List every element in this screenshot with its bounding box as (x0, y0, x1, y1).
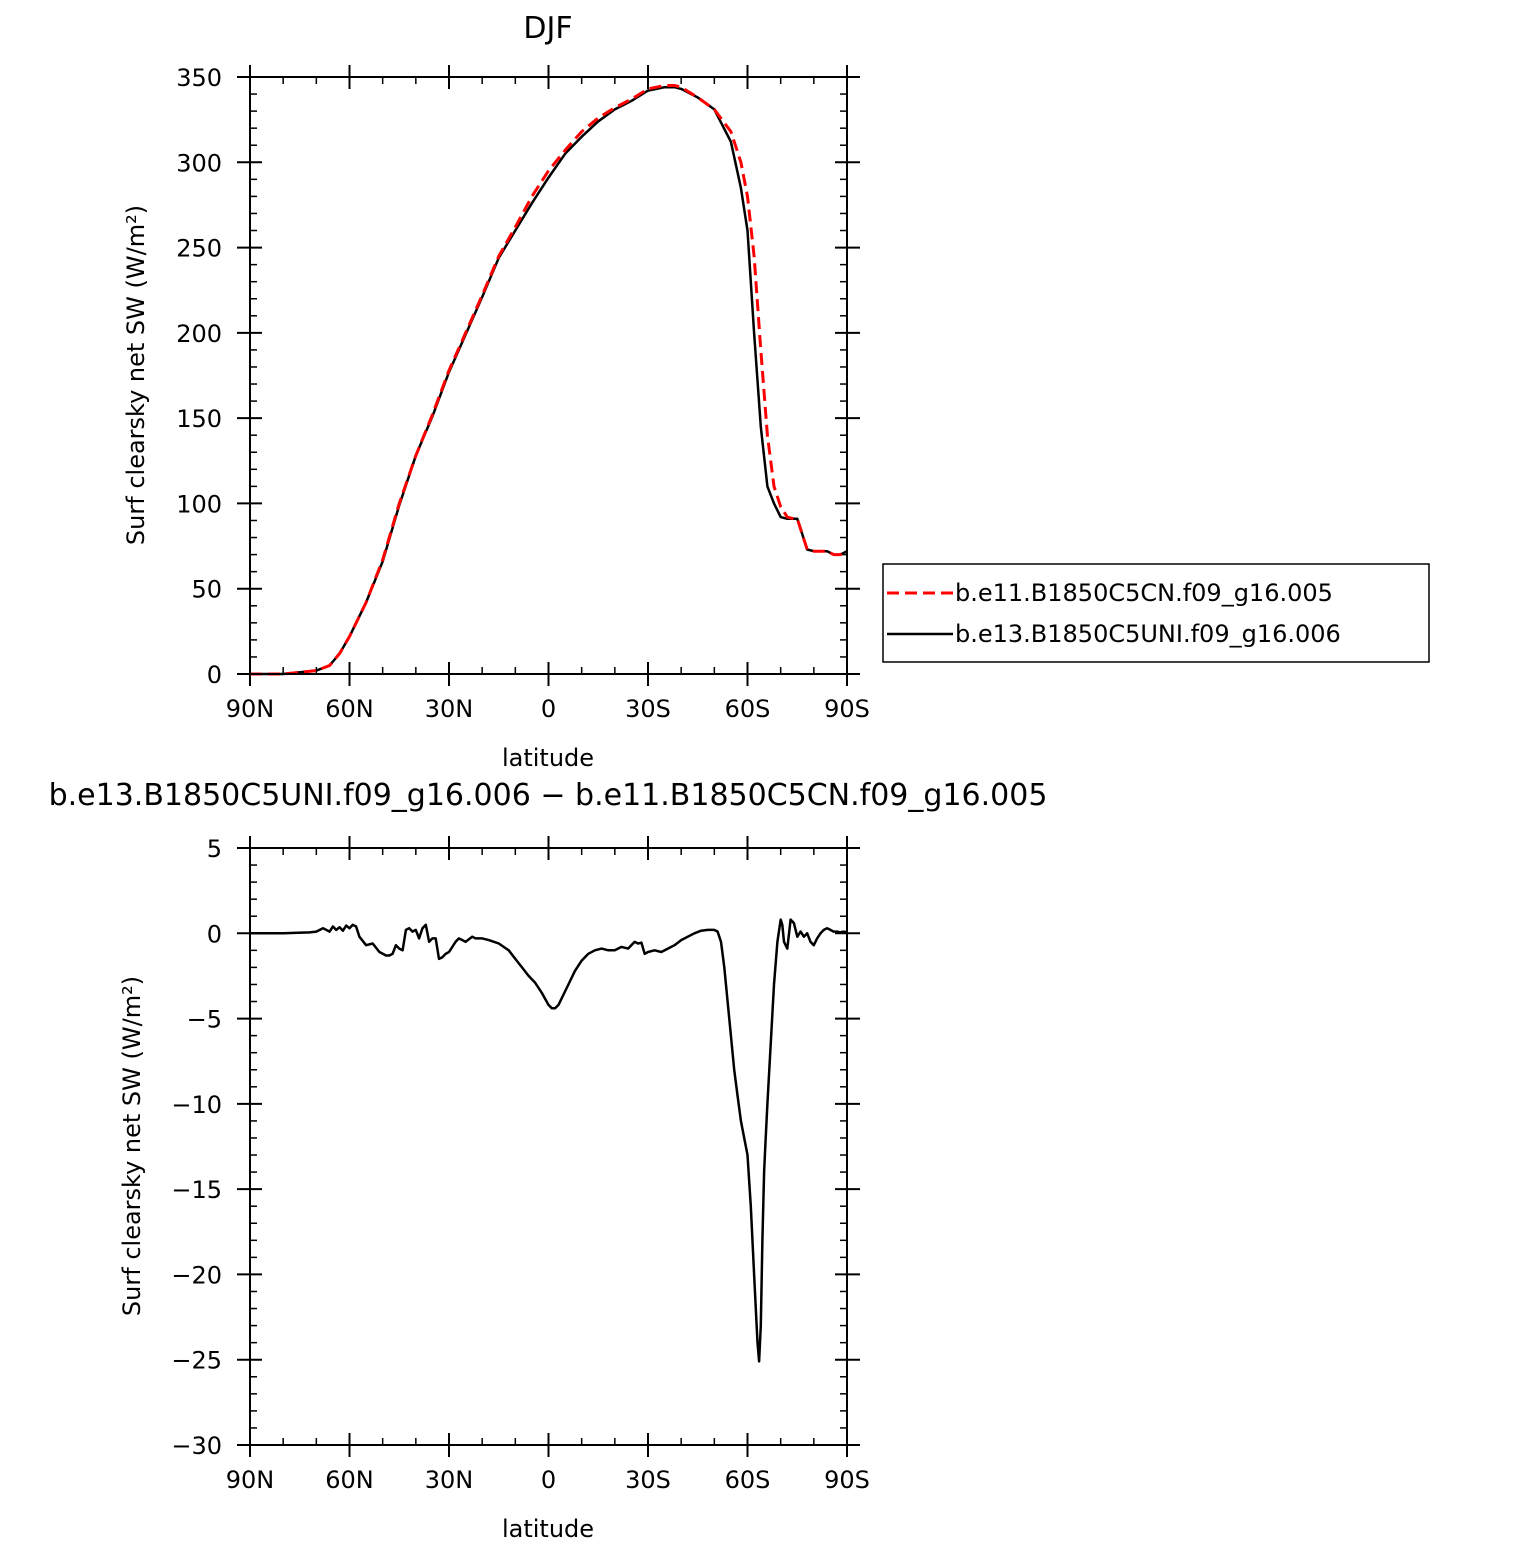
y-tick-label: −10 (171, 1091, 222, 1119)
top-ticks (237, 65, 860, 686)
bottom-y-axis-label: Surf clearsky net SW (W/m²) (118, 976, 146, 1316)
y-tick-label: 200 (176, 320, 222, 348)
top-plot-frame (249, 76, 848, 675)
x-tick-label: 60S (725, 695, 771, 723)
y-tick-label: 100 (176, 490, 222, 518)
bottom-panel: b.e13.B1850C5UNI.f09_g16.006 − b.e11.B18… (49, 778, 1048, 1543)
x-tick-label: 0 (541, 1466, 556, 1494)
bottom-plot-frame (249, 847, 848, 1446)
legend-label-uni: b.e13.B1850C5UNI.f09_g16.006 (955, 620, 1341, 648)
y-tick-label: −20 (171, 1261, 222, 1289)
x-tick-label: 30N (425, 695, 474, 723)
x-tick-label: 60N (325, 1466, 374, 1494)
y-tick-label: 300 (176, 149, 222, 177)
bottom-series-layer (250, 918, 848, 1363)
bottom-chart-title: b.e13.B1850C5UNI.f09_g16.006 − b.e11.B18… (49, 778, 1048, 813)
x-tick-label: 90N (226, 695, 275, 723)
top-series-layer (250, 84, 848, 676)
top-chart-title: DJF (523, 11, 572, 46)
y-tick-label: −5 (187, 1006, 222, 1034)
legend-label-cn: b.e11.B1850C5CN.f09_g16.005 (955, 579, 1333, 607)
y-tick-label: −15 (171, 1176, 222, 1204)
x-tick-label: 30S (625, 1466, 671, 1494)
x-tick-label: 60N (325, 695, 374, 723)
legend: b.e11.B1850C5CN.f09_g16.005 b.e13.B1850C… (882, 563, 1430, 663)
x-tick-label: 90N (226, 1466, 275, 1494)
y-tick-label: 50 (191, 576, 222, 604)
legend-box (882, 563, 1430, 663)
series-line-1 (250, 85, 848, 676)
series-line-0 (250, 918, 848, 1363)
x-tick-label: 30S (625, 695, 671, 723)
y-tick-label: −30 (171, 1432, 222, 1460)
y-tick-label: 250 (176, 235, 222, 263)
top-y-axis-label: Surf clearsky net SW (W/m²) (122, 205, 150, 545)
x-tick-label: 90S (824, 695, 870, 723)
top-panel: DJF 90N 60N 30N 0 30S 60S 90S 0 50 100 150 200 250 30… (122, 11, 870, 772)
x-tick-label: 60S (725, 1466, 771, 1494)
y-tick-label: 350 (176, 64, 222, 92)
top-tick-labels: 90N 60N 30N 0 30S 60S 90S 0 50 100 150 200 250 300 350 (176, 64, 870, 723)
x-tick-label: 30N (425, 1466, 474, 1494)
y-tick-label: 5 (207, 835, 222, 863)
series-line-0 (250, 84, 848, 676)
x-tick-label: 90S (824, 1466, 870, 1494)
bottom-x-axis-label: latitude (502, 1515, 594, 1543)
top-x-axis-label: latitude (502, 744, 594, 772)
y-tick-label: 0 (207, 661, 222, 689)
bottom-tick-labels: 90N 60N 30N 0 30S 60S 90S 5 0 −5 −10 −15 −20 −25 −30 (171, 835, 870, 1494)
y-tick-label: 150 (176, 405, 222, 433)
y-tick-label: −25 (171, 1347, 222, 1375)
y-tick-label: 0 (207, 920, 222, 948)
x-tick-label: 0 (541, 695, 556, 723)
